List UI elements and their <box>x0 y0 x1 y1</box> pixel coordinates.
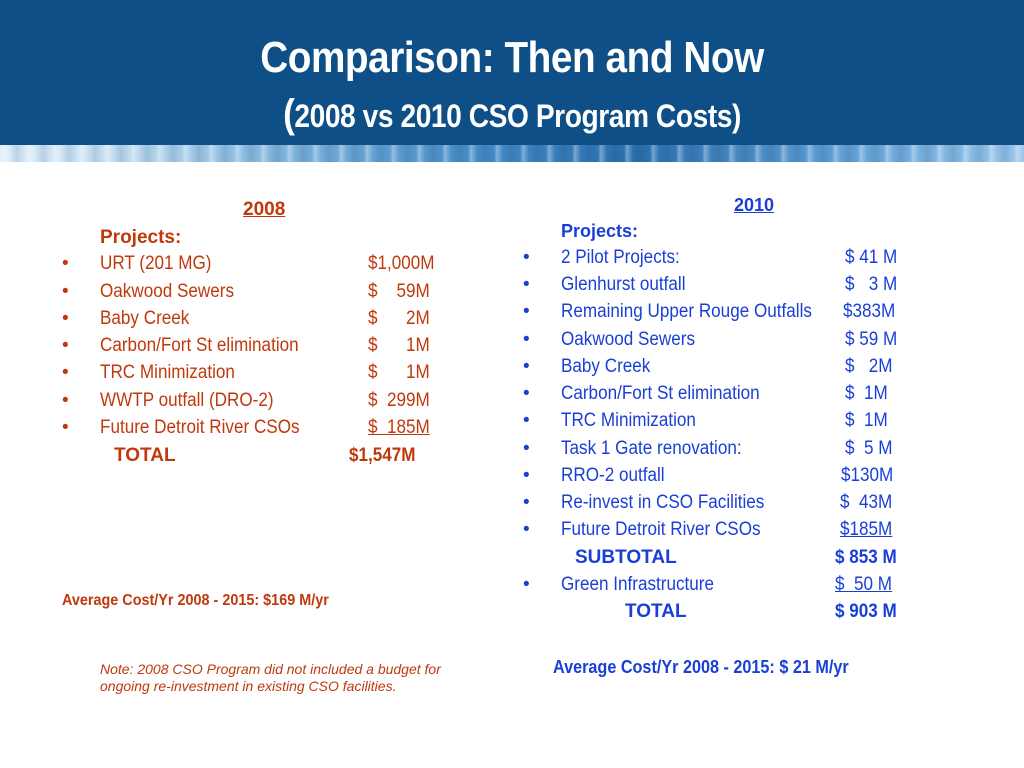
item-amount: $ 1M <box>845 383 888 404</box>
item-label: Future Detroit River CSOs <box>100 417 300 438</box>
bullet-icon: • <box>523 329 530 350</box>
projects-label-2010: Projects: <box>561 221 639 241</box>
item-amount: $ 2M <box>845 356 893 377</box>
bullet-icon: • <box>523 519 530 540</box>
projects-label-2008: Projects: <box>100 227 182 248</box>
bullet-icon: • <box>523 274 530 295</box>
item-label: Baby Creek <box>561 356 651 377</box>
bullet-icon: • <box>62 390 69 411</box>
item-amount: $1,000M <box>368 253 435 274</box>
bullet-icon: • <box>62 308 69 329</box>
item-amount: $ 43M <box>840 492 893 513</box>
item-label: RRO-2 outfall <box>561 465 665 486</box>
average-cost-2010-text: Average Cost/Yr 2008 - 2015: $ 21 M/yr <box>553 657 849 677</box>
subtotal-amount-2010: $ 853 M <box>835 547 897 568</box>
item-amount: $ 1M <box>368 362 430 383</box>
item-label: WWTP outfall (DRO-2) <box>100 390 274 411</box>
item-label: Oakwood Sewers <box>100 281 235 302</box>
slide-subtitle: (2008 vs 2010 CSO Program Costs) <box>61 92 962 138</box>
total-amount-2010: $ 903 M <box>835 601 897 622</box>
item-amount: $ 59 M <box>845 329 898 350</box>
item-amount: $ 185M <box>368 417 430 438</box>
decorative-band <box>0 145 1024 162</box>
item-amount: $130M <box>841 465 894 486</box>
average-cost-2008: Average Cost/Yr 2008 - 2015: $169 M/yr <box>62 589 358 613</box>
bullet-icon: • <box>523 410 530 431</box>
item-label: Carbon/Fort St elimination <box>561 383 760 404</box>
item-amount: $ 5 M <box>845 438 893 459</box>
item-amount: $ 3 M <box>845 274 898 295</box>
bullet-icon: • <box>523 465 530 486</box>
total-label-2010: TOTAL <box>625 601 687 622</box>
item-label: Future Detroit River CSOs <box>561 519 761 540</box>
bullet-icon: • <box>523 574 530 595</box>
item-amount: $185M <box>840 519 893 540</box>
item-amount: $ 299M <box>368 390 430 411</box>
slide-title: Comparison: Then and Now <box>260 33 764 82</box>
item-label: Baby Creek <box>100 308 190 329</box>
bullet-icon: • <box>523 247 530 268</box>
item-amount: $383M <box>843 301 896 322</box>
item-label: 2 Pilot Projects: <box>561 247 680 268</box>
subtitle-text: 2008 vs 2010 CSO Program Costs) <box>294 98 741 134</box>
item-amount: $ 59M <box>368 281 430 302</box>
bullet-icon: • <box>523 492 530 513</box>
item-label: TRC Minimization <box>100 362 235 383</box>
item-amount: $ 41 M <box>845 247 898 268</box>
bullet-icon: • <box>62 417 69 438</box>
total-amount-2008: $1,547M <box>349 445 416 466</box>
year-heading-2008: 2008 <box>243 199 286 220</box>
bullet-icon: • <box>523 438 530 459</box>
year-heading-2010: 2010 <box>734 195 775 215</box>
average-cost-2010: Average Cost/Yr 2008 - 2015: $ 21 M/yr <box>553 655 882 679</box>
bullet-icon: • <box>523 356 530 377</box>
average-cost-2008-text: Average Cost/Yr 2008 - 2015: $169 M/yr <box>62 592 329 609</box>
item-label: Green Infrastructure <box>561 574 715 595</box>
item-amount: $ 2M <box>368 308 430 329</box>
item-label: Glenhurst outfall <box>561 274 686 295</box>
bullet-icon: • <box>62 335 69 356</box>
item-amount: $ 1M <box>845 410 888 431</box>
item-amount: $ 1M <box>368 335 430 356</box>
bullet-icon: • <box>62 253 69 274</box>
total-label-2008: TOTAL <box>114 445 176 466</box>
item-amount: $ 50 M <box>835 574 893 595</box>
item-label: TRC Minimization <box>561 410 696 431</box>
note-2008: Note: 2008 CSO Program did not included … <box>100 661 441 694</box>
subtitle-paren: ( <box>283 92 295 136</box>
item-label: Oakwood Sewers <box>561 329 696 350</box>
subtotal-label-2010: SUBTOTAL <box>575 547 677 568</box>
slide-header: Comparison: Then and Now (2008 vs 2010 C… <box>0 0 1024 145</box>
bullet-icon: • <box>523 383 530 404</box>
bullet-icon: • <box>62 362 69 383</box>
item-label: Task 1 Gate renovation: <box>561 438 742 459</box>
item-label: Re-invest in CSO Facilities <box>561 492 765 513</box>
item-label: URT (201 MG) <box>100 253 212 274</box>
item-label: Carbon/Fort St elimination <box>100 335 299 356</box>
bullet-icon: • <box>523 301 530 322</box>
item-label: Remaining Upper Rouge Outfalls <box>561 301 812 322</box>
bullet-icon: • <box>62 281 69 302</box>
column-2008: 2008 Projects: • URT (201 MG) $1,000M • … <box>0 0 500 768</box>
